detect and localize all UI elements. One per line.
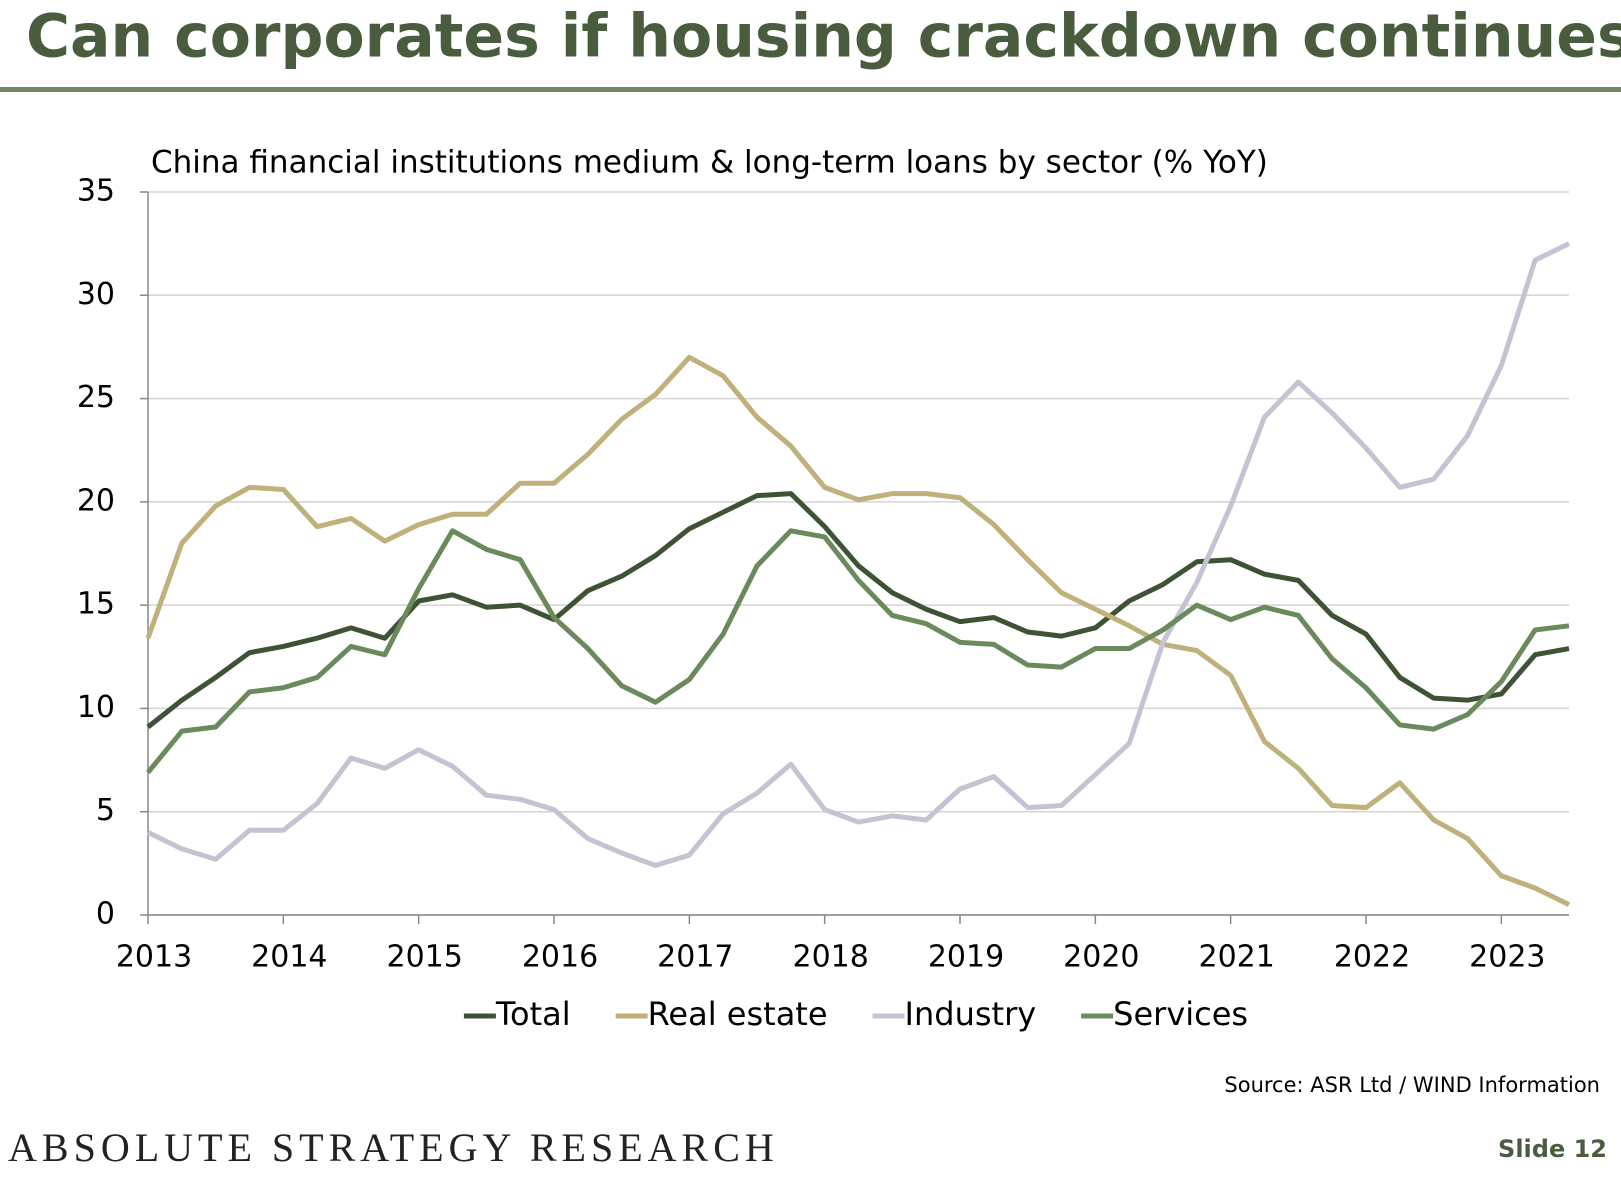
series-line xyxy=(145,354,1571,907)
slide-title: Can corporates if housing crackdown cont… xyxy=(26,2,1621,72)
y-tick-label: 15 xyxy=(77,587,115,622)
y-tick-label: 20 xyxy=(77,483,115,518)
x-tick-label: 2022 xyxy=(1334,940,1410,975)
brand: ABSOLUTE STRATEGY RESEARCH xyxy=(8,1125,779,1170)
x-tick-label: 2015 xyxy=(386,940,462,975)
y-tick-label: 35 xyxy=(77,174,115,209)
x-tick-label: 2020 xyxy=(1063,940,1139,975)
x-tick-label: 2016 xyxy=(522,940,598,975)
series-line xyxy=(146,241,1571,868)
y-tick-label: 5 xyxy=(96,793,115,828)
y-tick-label: 30 xyxy=(77,277,115,312)
slide-number: Slide 12 xyxy=(1498,1135,1607,1163)
x-tick-label: 2023 xyxy=(1469,940,1545,975)
x-tick-label: 2017 xyxy=(657,940,733,975)
series-line xyxy=(146,491,1570,729)
x-tick-label: 2021 xyxy=(1198,940,1274,975)
legend-label: Total xyxy=(495,995,571,1033)
x-tick-label: 2019 xyxy=(928,940,1004,975)
legend-label: Services xyxy=(1113,995,1248,1033)
legend-label: Real estate xyxy=(648,995,828,1033)
series-line xyxy=(146,528,1570,775)
source: Source: ASR Ltd / WIND Information xyxy=(1224,1073,1600,1097)
chart-title: China financial institutions medium & lo… xyxy=(151,145,1268,181)
legend-label: Industry xyxy=(905,995,1037,1033)
x-tick-label: 2018 xyxy=(792,940,868,975)
y-tick-label: 25 xyxy=(77,380,115,415)
y-tick-label: 0 xyxy=(96,897,115,932)
x-tick-label: 2013 xyxy=(116,940,192,975)
x-tick-label: 2014 xyxy=(251,940,327,975)
title-rule xyxy=(0,87,1621,92)
y-tick-label: 10 xyxy=(77,690,115,725)
